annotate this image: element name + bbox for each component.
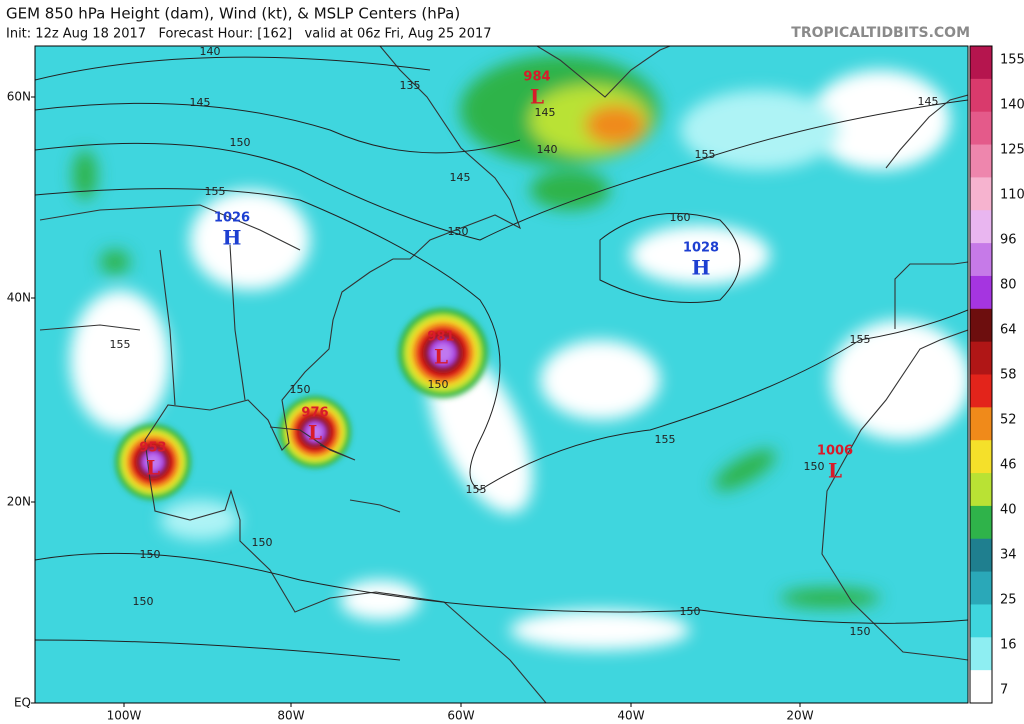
colorbar-label: 34 — [1000, 548, 1017, 563]
colorbar-swatch — [970, 571, 992, 605]
site-name: TROPICALTIDBITS.COM — [791, 25, 970, 41]
colorbar-label: 64 — [1000, 323, 1017, 338]
center-pressure: 1006 — [817, 444, 853, 459]
colorbar-swatch — [970, 243, 992, 277]
colorbar-swatch — [970, 670, 992, 704]
map: 140 145 150 155 135 145 140 145 150 155 160 150 155 1… — [35, 45, 968, 703]
colorbar-swatch — [970, 637, 992, 671]
lat-label: 60N — [7, 90, 31, 104]
colorbar-swatch — [970, 144, 992, 178]
colorbar-swatch — [970, 210, 992, 244]
colorbar-label: 46 — [1000, 458, 1017, 473]
colorbar-label: 80 — [1000, 278, 1017, 293]
colorbar-swatch — [970, 308, 992, 343]
colorbar-label: 52 — [1000, 413, 1017, 428]
colorbar-swatch — [970, 111, 992, 146]
contour-label: 150 — [140, 548, 161, 561]
colorbar-label: 155 — [1000, 53, 1024, 68]
contour-label: 155 — [850, 333, 871, 346]
center-symbol: H — [223, 226, 242, 250]
contour-label: 145 — [535, 106, 556, 119]
colorbar-swatch — [970, 604, 992, 638]
contour-label: 155 — [205, 185, 226, 198]
contour-label: 155 — [110, 338, 131, 351]
contour-label: 155 — [655, 433, 676, 446]
contour-label: 150 — [448, 225, 469, 238]
center-symbol: L — [828, 459, 842, 483]
colorbar-frame — [969, 45, 993, 704]
center-pressure: 1028 — [683, 241, 719, 256]
colorbar-swatch — [970, 78, 992, 113]
contour-label: 140 — [537, 143, 558, 156]
map-frame — [34, 45, 969, 704]
center-symbol: L — [308, 421, 322, 445]
colorbar-swatch — [970, 374, 992, 408]
contour-label: 155 — [466, 483, 487, 496]
colorbar-swatch — [970, 46, 992, 80]
colorbar: 155 140 125 110 96 80 64 58 52 46 40 34 25 16 7 — [969, 45, 1024, 704]
lat-label: 40N — [7, 291, 31, 305]
lat-label: 20N — [7, 495, 31, 509]
contour-label: 150 — [804, 460, 825, 473]
contour-label: 160 — [670, 211, 691, 224]
title: GEM 850 hPa Height (dam), Wind (kt), & M… — [6, 5, 460, 23]
contour-label: 150 — [252, 536, 273, 549]
subtitle: Init: 12z Aug 18 2017 Forecast Hour: [16… — [6, 27, 492, 42]
colorbar-label: 125 — [1000, 143, 1024, 158]
center-pressure: 976 — [301, 406, 328, 421]
center-symbol: L — [434, 345, 448, 369]
colorbar-swatch — [970, 505, 992, 540]
center-symbol: H — [692, 256, 711, 280]
colorbar-label: 40 — [1000, 503, 1017, 518]
contour-label: 145 — [918, 95, 939, 108]
center-pressure: 981 — [427, 330, 454, 345]
colorbar-label: 25 — [1000, 593, 1017, 608]
contour-label: 140 — [200, 45, 221, 58]
axes: 60N 40N 20N EQ 100W 80W 60W 40W 20W — [7, 90, 814, 723]
colorbar-swatch — [970, 440, 992, 474]
contour-label: 155 — [695, 148, 716, 161]
colorbar-swatch — [970, 407, 992, 441]
colorbar-swatch — [970, 275, 992, 310]
lon-label: 100W — [107, 709, 142, 723]
contour-label: 145 — [450, 171, 471, 184]
contour-label: 145 — [190, 96, 211, 109]
center-symbol: L — [146, 456, 160, 480]
center-pressure: 953 — [139, 441, 166, 456]
center-pressure: 1026 — [214, 211, 250, 226]
contour-label: 150 — [680, 605, 701, 618]
contour-label: 150 — [290, 383, 311, 396]
cyclone-ring — [432, 342, 454, 364]
cyclones — [115, 308, 488, 500]
lon-label: 20W — [786, 709, 813, 723]
colorbar-label: 58 — [1000, 368, 1017, 383]
center-symbol: L — [530, 85, 544, 109]
lon-label: 60W — [447, 709, 474, 723]
contour-labels: 140 145 150 155 135 145 140 145 150 155 160 150 155 1… — [110, 45, 939, 638]
colorbar-label: 110 — [1000, 188, 1024, 203]
contour-label: 150 — [850, 625, 871, 638]
colorbar-label: 7 — [1000, 683, 1008, 698]
colorbar-swatch — [970, 341, 992, 375]
contour-label: 135 — [400, 79, 421, 92]
height-contours — [35, 56, 968, 661]
contour-label: 150 — [230, 136, 251, 149]
colorbar-label: 16 — [1000, 638, 1017, 653]
colorbar-label: 96 — [1000, 233, 1017, 248]
cyclone-ring — [306, 423, 324, 441]
contour-label: 150 — [428, 378, 449, 391]
lon-label: 40W — [617, 709, 644, 723]
lat-label: EQ — [14, 696, 31, 710]
colorbar-swatch — [970, 473, 992, 507]
lon-label: 80W — [277, 709, 304, 723]
coastlines — [39, 46, 968, 703]
colorbar-label: 140 — [1000, 98, 1024, 113]
colorbar-swatch — [970, 538, 992, 573]
colorbar-swatch — [970, 177, 992, 211]
contour-label: 150 — [133, 595, 154, 608]
center-pressure: 984 — [523, 70, 550, 85]
